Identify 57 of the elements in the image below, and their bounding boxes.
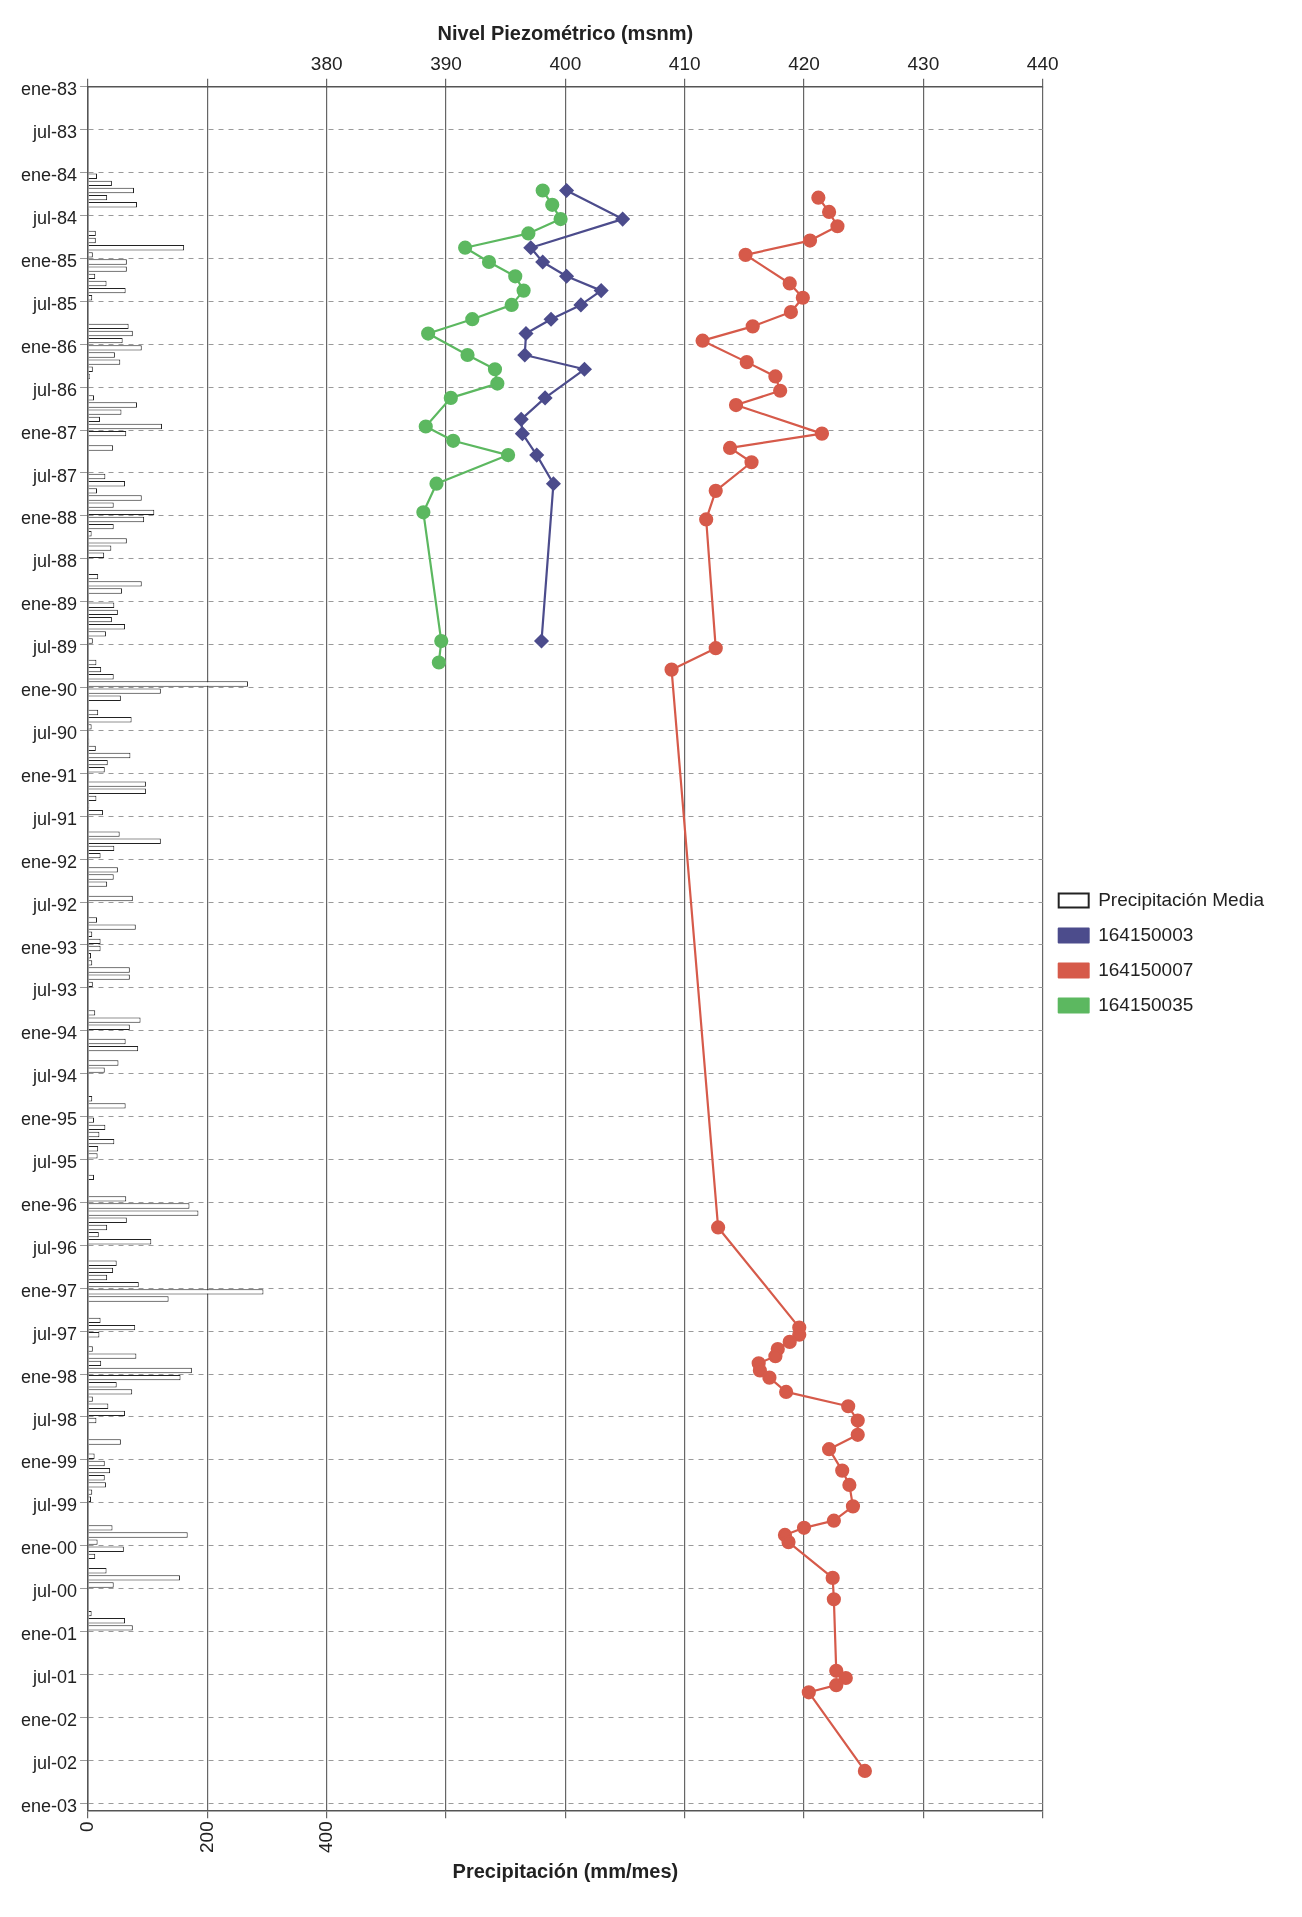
y-tick-label: jul-01 xyxy=(32,1666,78,1687)
y-tick-label: ene-84 xyxy=(20,165,78,186)
y-tick-label: ene-94 xyxy=(20,1023,78,1044)
y-tick-label: jul-90 xyxy=(32,722,78,743)
y-tick-label: ene-02 xyxy=(20,1709,78,1730)
x-axis-title: Precipitación (mm/mes) xyxy=(452,1859,679,1882)
y-tick-label: ene-00 xyxy=(20,1538,78,1559)
x2-axis-title: Nivel Piezométrico (msnm) xyxy=(437,21,694,44)
y-tick-label: jul-88 xyxy=(32,551,78,572)
y-tick-label: ene-83 xyxy=(20,79,78,100)
y-tick-label: jul-94 xyxy=(32,1066,78,1087)
x2-tick-label: 420 xyxy=(788,52,820,74)
y-tick-label: ene-90 xyxy=(20,680,78,701)
y-tick-label: jul-86 xyxy=(32,379,78,400)
legend-label: 164150003 xyxy=(1098,923,1194,945)
y-tick-label: jul-83 xyxy=(32,122,78,143)
y-tick-label: ene-91 xyxy=(20,765,78,786)
y-tick-label: ene-01 xyxy=(20,1624,78,1645)
y-tick-label: jul-96 xyxy=(32,1237,78,1258)
x2-tick-label: 390 xyxy=(430,52,462,74)
x2-tick-label: 430 xyxy=(907,52,940,74)
x2-tick-label: 380 xyxy=(310,52,343,74)
y-tick-label: jul-97 xyxy=(32,1323,78,1344)
legend-label: 164150035 xyxy=(1098,993,1194,1015)
x-tick-label: 200 xyxy=(195,1821,217,1853)
y-tick-label: jul-85 xyxy=(32,293,78,314)
y-tick-label: jul-93 xyxy=(32,980,78,1001)
y-tick-label: jul-84 xyxy=(32,208,78,229)
y-tick-label: ene-89 xyxy=(20,594,78,615)
y-tick-label: ene-99 xyxy=(20,1452,78,1473)
x-tick-label: 0 xyxy=(76,1821,98,1832)
x2-tick-label: 440 xyxy=(1026,52,1059,74)
y-tick-label: jul-92 xyxy=(32,894,78,915)
y-tick-label: jul-02 xyxy=(32,1752,78,1773)
y-tick-label: jul-89 xyxy=(32,637,78,658)
y-tick-label: jul-99 xyxy=(32,1495,78,1516)
y-tick-label: ene-85 xyxy=(20,250,78,271)
y-tick-label: jul-91 xyxy=(32,808,78,829)
x-tick-label: 400 xyxy=(314,1821,336,1853)
legend-label: Precipitación Media xyxy=(1098,888,1265,910)
y-tick-label: jul-00 xyxy=(32,1581,78,1602)
y-tick-label: ene-86 xyxy=(20,336,78,357)
y-tick-label: ene-92 xyxy=(20,851,78,872)
y-tick-label: jul-95 xyxy=(32,1152,78,1173)
y-tick-label: ene-87 xyxy=(20,422,78,443)
y-tick-label: ene-88 xyxy=(20,508,78,529)
y-tick-label: jul-87 xyxy=(32,465,78,486)
y-tick-label: ene-97 xyxy=(20,1280,78,1301)
y-tick-label: ene-98 xyxy=(20,1366,78,1387)
y-tick-label: ene-93 xyxy=(20,937,78,958)
y-tick-label: ene-03 xyxy=(20,1795,78,1816)
y-tick-label: ene-96 xyxy=(20,1194,78,1215)
y-tick-label: ene-95 xyxy=(20,1109,78,1130)
y-tick-label: jul-98 xyxy=(32,1409,78,1430)
x2-tick-label: 410 xyxy=(668,52,701,74)
legend-label: 164150007 xyxy=(1098,958,1194,980)
x2-tick-label: 400 xyxy=(549,52,582,74)
